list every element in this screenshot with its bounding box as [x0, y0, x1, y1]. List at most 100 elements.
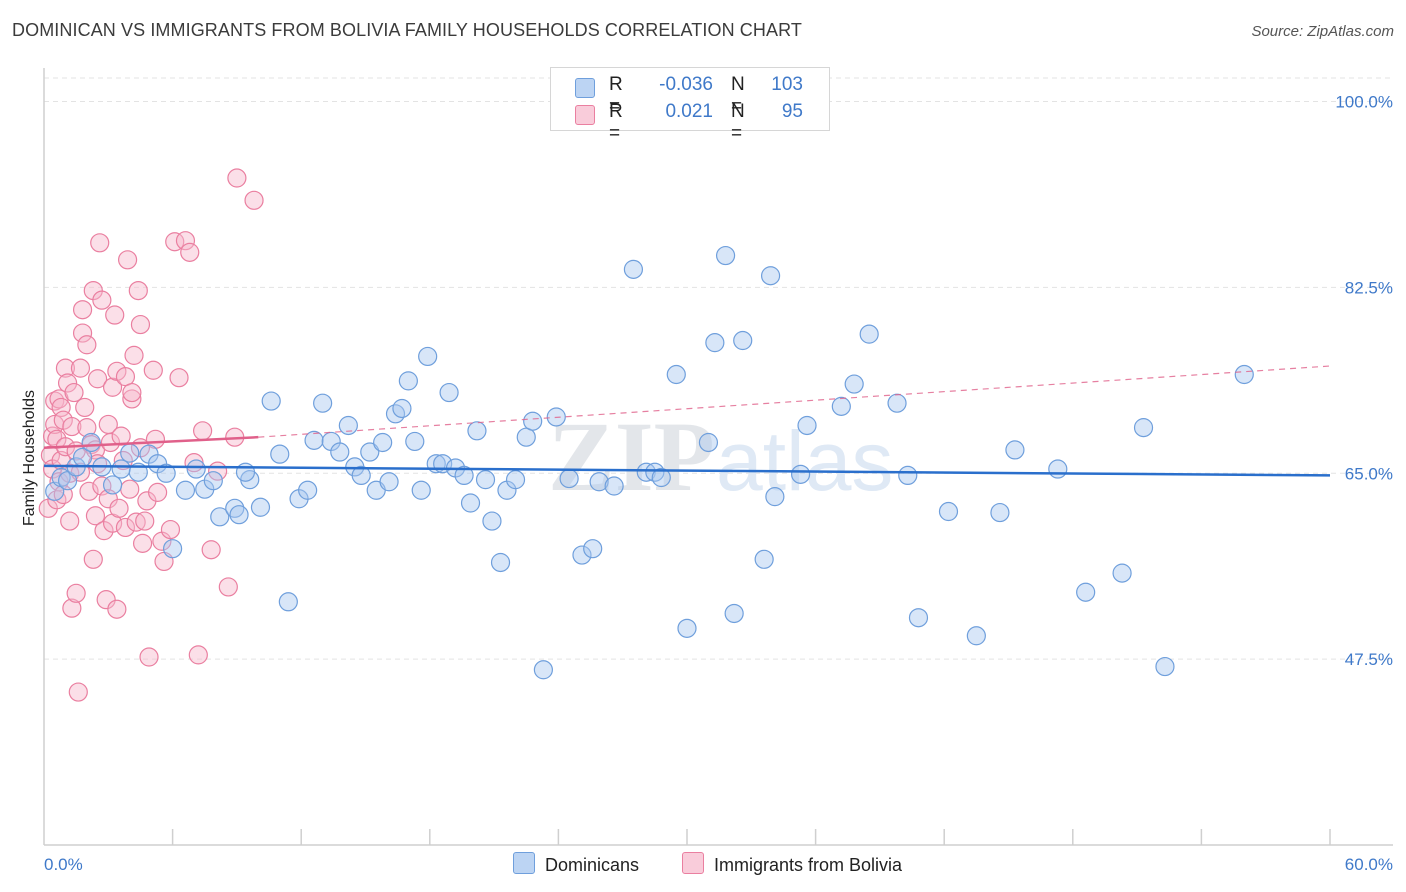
bolivia-point — [75, 397, 95, 418]
dominican-point — [1112, 563, 1132, 583]
dominican-point — [203, 471, 223, 491]
bolivia-point — [160, 519, 181, 540]
trend-line-bolivia-extended — [258, 365, 1331, 438]
dominican-point — [990, 502, 1010, 523]
bolivia-point — [175, 231, 196, 251]
bolivia-point — [92, 290, 112, 310]
bolivia-point — [105, 305, 125, 325]
dominican-point — [604, 476, 624, 496]
bolivia-point — [72, 323, 93, 343]
dominican-point — [418, 346, 438, 367]
bolivia-point — [109, 498, 129, 518]
dominican-point — [705, 333, 725, 353]
bolivia-point — [115, 367, 136, 387]
dominican-point — [186, 459, 206, 479]
axes — [43, 68, 1393, 846]
dominican-point — [175, 480, 196, 500]
dominican-point — [1234, 364, 1254, 385]
watermark-zip: ZIP — [548, 401, 715, 512]
dominican-point — [57, 471, 78, 491]
dominican-point — [454, 465, 474, 485]
dominican-point — [163, 539, 183, 559]
legend-swatch-blue — [575, 78, 595, 98]
dominican-point — [467, 421, 487, 441]
bolivia-point — [57, 373, 78, 393]
bolivia-point — [180, 242, 200, 262]
bottom-legend-swatch-pink — [682, 852, 704, 874]
bottom-legend-label: Immigrants from Bolivia — [714, 855, 903, 875]
dominican-point — [304, 430, 324, 450]
legend-n-value: 95 — [781, 101, 803, 122]
bolivia-point — [66, 583, 86, 603]
dominican-point — [81, 432, 101, 453]
bolivia-point — [77, 335, 97, 355]
bolivia-point — [122, 382, 142, 403]
bolivia-point — [122, 389, 142, 409]
bolivia-point — [70, 358, 91, 378]
dominican-point — [523, 411, 543, 431]
dominican-point — [715, 245, 736, 266]
bolivia-point — [72, 300, 93, 320]
bolivia-point — [60, 511, 80, 531]
dominican-point — [677, 618, 697, 638]
bolivia-point — [68, 682, 88, 702]
dominican-point — [111, 459, 131, 479]
bolivia-point — [128, 281, 148, 301]
dominican-point — [475, 470, 496, 490]
y-tick-label: 100.0% — [1335, 93, 1393, 112]
bolivia-point — [102, 377, 123, 397]
y-tick-label: 82.5% — [1345, 278, 1393, 297]
dominican-point — [120, 443, 140, 463]
bolivia-point — [115, 517, 136, 538]
dominican-point — [1005, 440, 1025, 460]
bolivia-point — [218, 577, 238, 597]
dominican-point — [733, 330, 753, 351]
legend-r-label: R = — [609, 101, 623, 144]
dominican-point — [724, 603, 744, 624]
dominican-point — [379, 472, 399, 492]
gridlines — [44, 77, 1393, 660]
dominican-point — [351, 465, 371, 485]
bolivia-point — [55, 358, 76, 378]
bolivia-point — [139, 647, 159, 667]
dominican-point — [392, 398, 412, 419]
dominican-point — [313, 393, 333, 413]
y-tick-label: 47.5% — [1345, 650, 1393, 669]
bottom-legend-swatch-blue — [513, 852, 535, 874]
dominican-point — [559, 468, 579, 489]
y-tick-label: 65.0% — [1345, 464, 1393, 483]
dominican-point — [645, 462, 665, 482]
dominican-point — [698, 432, 719, 453]
bolivia-point — [165, 232, 185, 252]
dominican-point — [765, 487, 785, 507]
dominican-point — [385, 404, 406, 424]
trend-lines — [43, 365, 1331, 477]
bolivia-point — [120, 479, 140, 499]
dominican-point — [1133, 418, 1154, 438]
dominican-point — [460, 493, 481, 513]
series-dominicans-points — [45, 245, 1254, 680]
dominican-point — [1048, 459, 1068, 479]
bolivia-point — [130, 314, 151, 335]
bolivia-point — [147, 482, 168, 502]
dominican-point — [760, 266, 781, 286]
bolivia-point — [96, 590, 116, 610]
dominican-point — [898, 465, 918, 485]
dominican-point — [516, 427, 536, 447]
chart-source: Source: ZipAtlas.com — [1251, 23, 1394, 40]
bolivia-point — [62, 416, 82, 437]
dominican-point — [831, 396, 851, 416]
dominican-point — [623, 259, 644, 279]
bolivia-point — [193, 421, 213, 441]
bolivia-point — [64, 382, 84, 403]
dominican-point — [533, 660, 553, 680]
dominican-point — [505, 470, 526, 490]
dominican-point — [102, 475, 123, 495]
dominican-point — [490, 552, 511, 573]
bolivia-point — [90, 233, 110, 253]
bolivia-point — [169, 368, 189, 388]
bottom-legend-dominicans: Dominicans — [513, 852, 639, 876]
bolivia-point — [87, 369, 108, 389]
dominican-point — [360, 442, 380, 462]
legend-r-value: -0.036 — [659, 74, 713, 95]
